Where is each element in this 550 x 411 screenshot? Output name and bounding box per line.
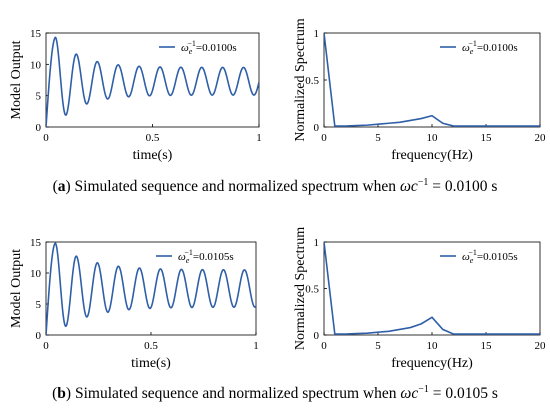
y-tick-label: 0: [314, 122, 320, 134]
x-axis-label: time(s): [133, 148, 173, 163]
legend-symbol: ω: [181, 42, 189, 54]
legend-label: ωe−1=0.0105s: [462, 248, 518, 265]
x-tick-label: 0.5: [144, 340, 158, 352]
x-axis-label: frequency(Hz): [391, 148, 473, 163]
legend-sup: −1: [184, 248, 193, 257]
legend-sub: e: [189, 47, 193, 56]
x-tick-label: 1: [256, 132, 262, 144]
caption-a-label: a: [57, 178, 66, 196]
y-tick-label: 10: [30, 59, 42, 71]
x-tick-label: 1: [253, 340, 259, 352]
caption-b-value: = 0.0105 s: [428, 385, 498, 403]
y-tick-label: 1: [314, 28, 320, 40]
x-tick-label: 10: [427, 340, 439, 352]
x-tick-label: 10: [427, 132, 439, 144]
y-axis-label: Normalized Spectrum: [293, 18, 308, 141]
x-tick-label: 0: [43, 340, 49, 352]
legend-value: =0.0100s: [196, 42, 237, 54]
legend-sup: −1: [468, 248, 477, 257]
x-tick-label: 0.5: [146, 132, 160, 144]
x-tick-label: 5: [375, 132, 381, 144]
y-tick-label: 0: [314, 330, 320, 342]
legend-sup: −1: [468, 39, 477, 48]
x-tick-label: 0: [321, 132, 327, 144]
caption-b-text: Simulated sequence and normalized spectr…: [71, 385, 401, 403]
x-tick-label: 15: [481, 340, 493, 352]
y-tick-label: 0: [36, 330, 42, 342]
y-tick-label: 0.5: [305, 284, 319, 296]
legend-label: ωe−1=0.0100s: [181, 39, 237, 56]
x-axis-label: frequency(Hz): [391, 356, 473, 371]
x-tick-label: 15: [481, 132, 493, 144]
y-tick-label: 15: [30, 28, 42, 40]
caption-a: (a) Simulated sequence and normalized sp…: [52, 177, 498, 196]
y-axis-label: Model Output: [9, 40, 24, 119]
caption-b-label: b: [57, 385, 66, 403]
x-tick-label: 0: [321, 340, 327, 352]
x-tick-label: 5: [375, 340, 381, 352]
legend-value: =0.0105s: [193, 251, 234, 263]
legend-value: =0.0100s: [477, 42, 518, 54]
y-tick-label: 0: [36, 122, 42, 134]
y-tick-label: 10: [30, 268, 42, 280]
caption-b-exp: −1: [418, 384, 429, 395]
legend-sub: e: [470, 256, 474, 265]
legend-label: ωe−1=0.0100s: [462, 39, 518, 56]
caption-a-text: Simulated sequence and normalized spectr…: [70, 178, 400, 196]
legend-symbol: ω: [178, 251, 186, 263]
legend-sub: e: [186, 256, 190, 265]
y-tick-label: 5: [36, 91, 42, 103]
y-tick-label: 1: [314, 237, 320, 249]
legend-sup: −1: [187, 39, 196, 48]
series-line: [324, 242, 540, 335]
y-axis-label: Model Output: [9, 249, 24, 328]
caption-b-symbol: ωc: [400, 385, 419, 403]
series-line: [46, 36, 259, 127]
legend-symbol: ω: [462, 42, 470, 54]
y-tick-label: 15: [30, 237, 42, 249]
caption-a-exp: −1: [417, 177, 429, 188]
chart-a-spectrum: 0 5 10 15 20 0 0.5 1 frequency(Hz) Normalized Spe…: [293, 18, 546, 163]
legend-sub: e: [470, 47, 474, 56]
x-tick-label: 20: [535, 132, 547, 144]
caption-b: (b) Simulated sequence and normalized sp…: [52, 384, 498, 403]
series-line: [46, 242, 256, 335]
caption-a-value: = 0.0100 s: [428, 178, 498, 196]
x-tick-label: 0: [43, 132, 49, 144]
y-tick-label: 5: [36, 299, 42, 311]
legend-symbol: ω: [462, 251, 470, 263]
x-tick-label: 20: [535, 340, 547, 352]
chart-b-spectrum: 0 5 10 15 20 0 0.5 1 frequency(Hz) Normalized Spe…: [293, 227, 546, 371]
y-axis-label: Normalized Spectrum: [293, 227, 308, 350]
y-tick-label: 0.5: [305, 75, 319, 87]
caption-a-symbol: ωc: [399, 178, 418, 196]
x-axis-label: time(s): [131, 356, 171, 371]
legend-label: ωe−1=0.0105s: [178, 248, 234, 265]
legend-value: =0.0105s: [477, 251, 518, 263]
series-line: [324, 33, 540, 127]
